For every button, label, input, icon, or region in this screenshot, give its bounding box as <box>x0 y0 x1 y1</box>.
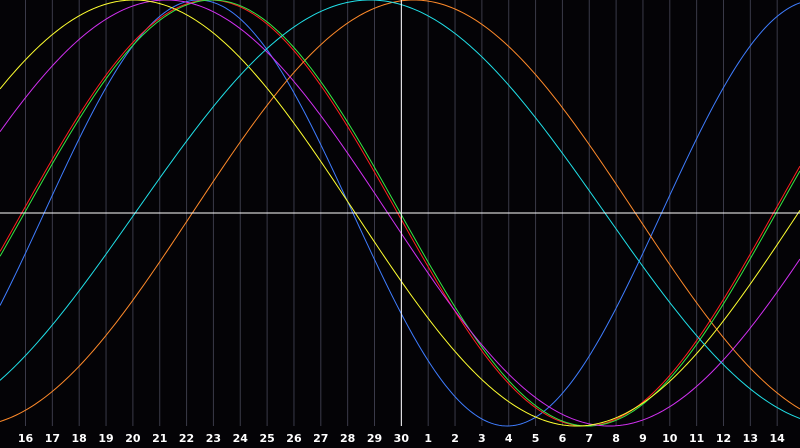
reference-lines <box>0 0 800 426</box>
series-line-7 <box>0 0 800 419</box>
series-line-6 <box>0 0 800 427</box>
series-line-2 <box>0 0 800 427</box>
x-tick-label: 10 <box>662 432 678 445</box>
series-line-5 <box>0 0 800 427</box>
x-tick-label: 6 <box>559 432 567 445</box>
x-tick-label: 27 <box>313 432 328 445</box>
x-tick-label: 11 <box>689 432 704 445</box>
x-tick-label: 24 <box>233 432 249 445</box>
series-line-4 <box>0 0 800 427</box>
x-tick-label: 29 <box>367 432 382 445</box>
x-tick-label: 8 <box>612 432 620 445</box>
x-tick-label: 16 <box>18 432 34 445</box>
x-tick-label: 26 <box>286 432 302 445</box>
x-tick-label: 12 <box>716 432 731 445</box>
x-tick-label: 22 <box>179 432 194 445</box>
x-tick-label: 7 <box>585 432 593 445</box>
x-tick-label: 9 <box>639 432 647 445</box>
x-tick-label: 2 <box>451 432 459 445</box>
x-tick-label: 20 <box>125 432 141 445</box>
x-tick-label: 28 <box>340 432 355 445</box>
x-tick-label: 18 <box>72 432 87 445</box>
x-axis-ticks: 16 17 18 19 20 21 22 23 24 25 26 27 28 29 30 1 2 3 4 5 6 7 8 9 1… <box>18 432 785 445</box>
x-tick-label: 21 <box>152 432 167 445</box>
x-tick-label: 30 <box>394 432 410 445</box>
series-layer <box>0 0 800 427</box>
x-tick-label: 4 <box>505 432 513 445</box>
x-tick-label: 3 <box>478 432 486 445</box>
x-tick-label: 25 <box>259 432 274 445</box>
x-tick-label: 19 <box>98 432 113 445</box>
x-tick-label: 5 <box>532 432 540 445</box>
x-tick-label: 14 <box>770 432 786 445</box>
x-tick-label: 13 <box>743 432 758 445</box>
x-tick-label: 1 <box>424 432 432 445</box>
x-tick-label: 17 <box>45 432 60 445</box>
series-line-3 <box>0 0 800 422</box>
x-tick-label: 23 <box>206 432 221 445</box>
